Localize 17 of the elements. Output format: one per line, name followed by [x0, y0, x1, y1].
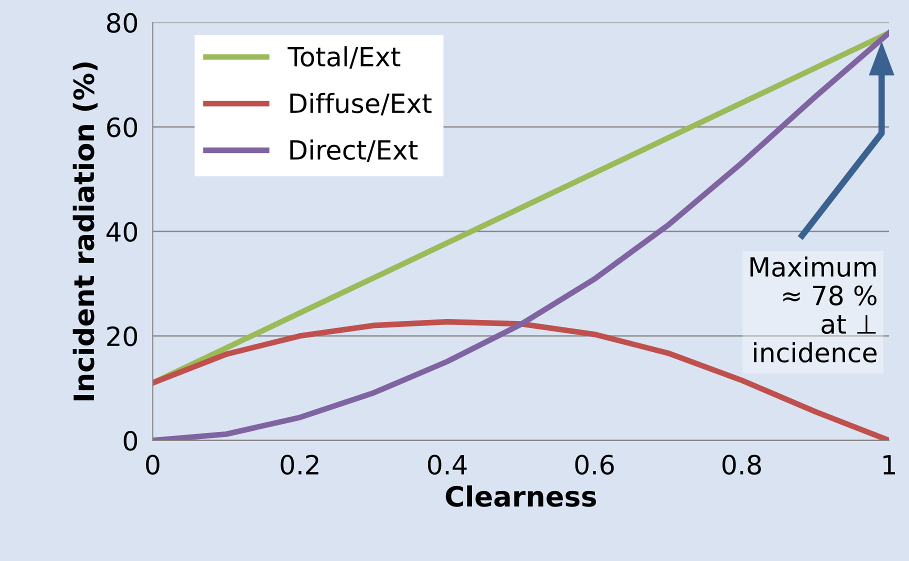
- y-tick-label: 20: [107, 326, 138, 346]
- legend-label: Total/Ext: [288, 46, 400, 69]
- legend-label: Diffuse/Ext: [290, 92, 432, 116]
- x-tick-label: 0.2: [280, 454, 318, 475]
- y-tick-label: 60: [107, 117, 138, 138]
- y-axis-title: Incident radiation (%): [72, 62, 98, 400]
- x-tick-label: 1: [884, 455, 895, 474]
- y-tick-label: 40: [106, 222, 138, 242]
- x-tick-label: 0.8: [722, 454, 761, 475]
- x-tick-label: 0.6: [575, 454, 614, 475]
- x-tick-label: 0: [146, 454, 160, 475]
- y-tick-label: 0: [124, 430, 138, 451]
- annotation: Maximum ≈ 78 % at ⊥ incidence: [750, 256, 877, 363]
- x-tick-label: 0.4: [428, 454, 467, 475]
- y-tick-label: 80: [107, 12, 138, 33]
- x-axis-title: Clearness: [446, 485, 596, 507]
- legend-label: Direct/Ext: [290, 139, 418, 162]
